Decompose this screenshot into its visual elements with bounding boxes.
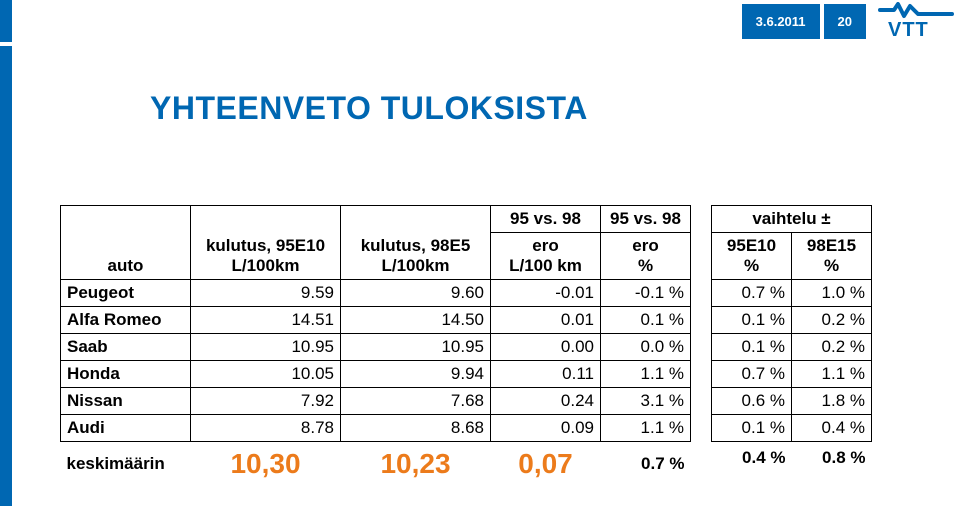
hdr-k1: kulutus, 95E10 L/100km xyxy=(191,206,341,280)
side-row: 0.7 %1.1 % xyxy=(712,361,872,388)
side-table: vaihtelu ± 95E10 % 98E15 % 0.7 %1.0 % 0.… xyxy=(711,205,872,471)
avg-row: keskimäärin 10,30 10,23 0,07 0.7 % xyxy=(61,442,691,484)
hdr-auto: auto xyxy=(61,206,191,280)
vtt-logo: VTT xyxy=(876,2,954,40)
main-table: auto kulutus, 95E10 L/100km kulutus, 98E… xyxy=(60,205,691,483)
hdr-pct-top: 95 vs. 98 xyxy=(601,206,691,233)
header-date: 3.6.2011 xyxy=(742,4,820,39)
side-row: 0.1 %0.4 % xyxy=(712,415,872,442)
side-hdr-c1: 95E10 % xyxy=(712,233,792,280)
header-page: 20 xyxy=(824,4,866,39)
table-row: Peugeot9.599.60-0.01-0.1 % xyxy=(61,280,691,307)
side-row: 0.7 %1.0 % xyxy=(712,280,872,307)
table-row: Honda10.059.940.111.1 % xyxy=(61,361,691,388)
tables-container: auto kulutus, 95E10 L/100km kulutus, 98E… xyxy=(60,205,900,483)
hdr-k2: kulutus, 98E5 L/100km xyxy=(341,206,491,280)
hdr-ero-bot: ero L/100 km xyxy=(491,233,601,280)
avg-k1: 10,30 xyxy=(191,442,341,484)
table-row: Saab10.9510.950.000.0 % xyxy=(61,334,691,361)
header: 3.6.2011 20 VTT xyxy=(742,0,960,42)
side-row: 0.1 %0.2 % xyxy=(712,307,872,334)
svg-text:VTT: VTT xyxy=(888,19,929,40)
table-row: Audi8.788.680.091.1 % xyxy=(61,415,691,442)
side-hdr-top: vaihtelu ± xyxy=(712,206,872,233)
avg-label: keskimäärin xyxy=(61,442,191,484)
avg-ero: 0,07 xyxy=(491,442,601,484)
page-title: YHTEENVETO TULOKSISTA xyxy=(150,90,588,127)
blue-bar-top xyxy=(0,0,12,42)
avg-pct: 0.7 % xyxy=(601,442,691,484)
side-avg-row: 0.4 % 0.8 % xyxy=(712,442,872,472)
side-row: 0.1 %0.2 % xyxy=(712,334,872,361)
side-avg-b: 0.8 % xyxy=(792,442,872,472)
table-row: Nissan7.927.680.243.1 % xyxy=(61,388,691,415)
hdr-pct-bot: ero % xyxy=(601,233,691,280)
side-hdr-c2: 98E15 % xyxy=(792,233,872,280)
avg-k2: 10,23 xyxy=(341,442,491,484)
side-row: 0.6 %1.8 % xyxy=(712,388,872,415)
table-row: Alfa Romeo14.5114.500.010.1 % xyxy=(61,307,691,334)
side-avg-a: 0.4 % xyxy=(712,442,792,472)
hdr-ero-top: 95 vs. 98 xyxy=(491,206,601,233)
blue-bar-main xyxy=(0,46,12,506)
